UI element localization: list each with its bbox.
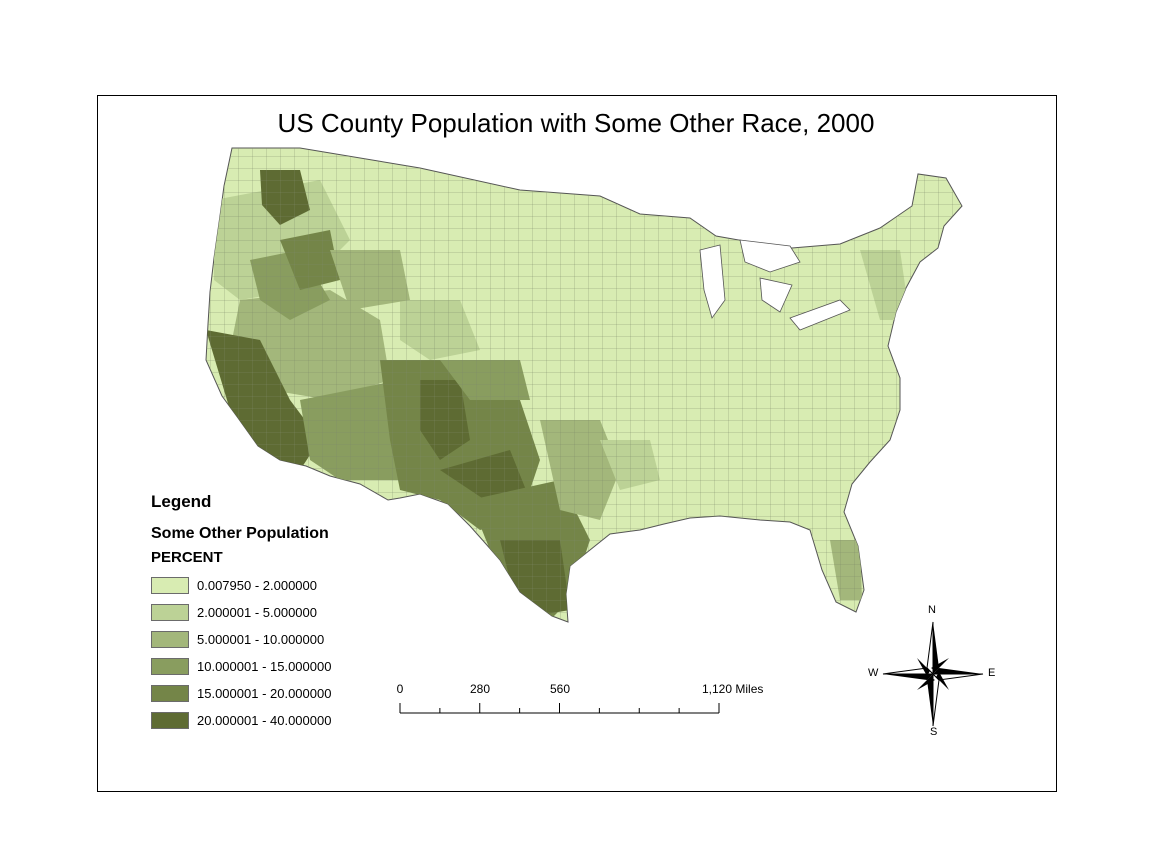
great-lakes xyxy=(699,239,851,331)
scale-bar: 0 280 560 1,120 Miles xyxy=(390,680,764,720)
legend-field-name: PERCENT xyxy=(151,549,223,566)
legend-class-row: 20.000001 - 40.000000 xyxy=(151,707,331,734)
legend-swatch xyxy=(151,685,189,702)
compass-rose-icon xyxy=(882,621,984,727)
legend: Legend Some Other Population PERCENT 0.0… xyxy=(151,492,331,734)
scale-bar-ticks xyxy=(399,703,720,714)
legend-swatch xyxy=(151,577,189,594)
legend-class-row: 5.000001 - 10.000000 xyxy=(151,626,331,653)
compass-e: E xyxy=(988,667,996,679)
scale-label-0: 0 xyxy=(396,682,404,696)
map-frame xyxy=(97,95,1057,792)
legend-class-row: 2.000001 - 5.000000 xyxy=(151,599,331,626)
scale-label-280: 280 xyxy=(469,682,491,696)
north-arrow: N S E W xyxy=(868,602,998,742)
compass-n: N xyxy=(928,604,936,616)
legend-class-row: 0.007950 - 2.000000 xyxy=(151,572,331,599)
legend-class-label: 20.000001 - 40.000000 xyxy=(197,713,332,728)
legend-class-label: 2.000001 - 5.000000 xyxy=(197,605,317,620)
legend-class-row: 10.000001 - 15.000000 xyxy=(151,653,331,680)
legend-class-row: 15.000001 - 20.000000 xyxy=(151,680,331,707)
legend-swatch xyxy=(151,604,189,621)
map-title: US County Population with Some Other Rac… xyxy=(277,108,875,138)
legend-class-label: 5.000001 - 10.000000 xyxy=(197,632,325,647)
legend-classes: 0.007950 - 2.000000 2.000001 - 5.000000 5.… xyxy=(151,572,331,734)
legend-heading: Legend xyxy=(151,492,212,511)
legend-swatch xyxy=(151,631,189,648)
legend-layer-name: Some Other Population xyxy=(151,525,329,542)
legend-swatch xyxy=(151,658,189,675)
legend-class-label: 15.000001 - 20.000000 xyxy=(197,686,332,701)
compass-s: S xyxy=(930,726,938,738)
scale-label-560: 560 xyxy=(549,682,571,696)
legend-swatch xyxy=(151,712,189,729)
legend-class-label: 0.007950 - 2.000000 xyxy=(197,578,317,593)
scale-label-1120-miles: 1,120 Miles xyxy=(702,682,764,696)
legend-class-label: 10.000001 - 15.000000 xyxy=(197,659,332,674)
compass-w: W xyxy=(868,667,879,679)
